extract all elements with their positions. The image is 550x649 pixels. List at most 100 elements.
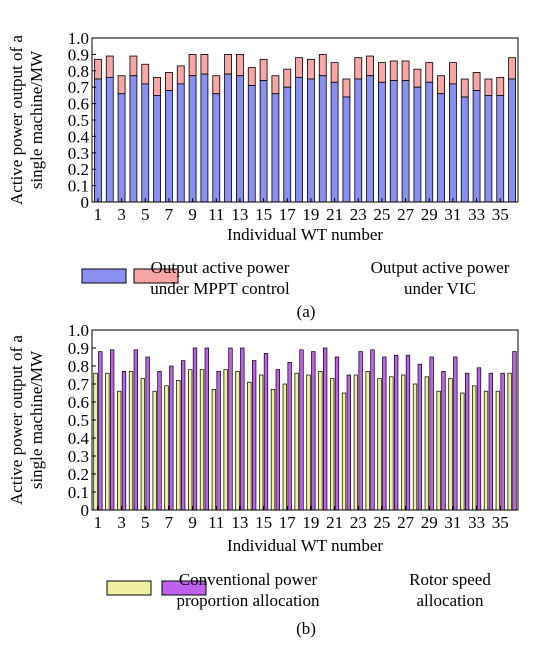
- bar-conventional-16: [270, 389, 276, 511]
- bar-vic-3: [117, 75, 126, 95]
- bar-rotor-5: [145, 356, 150, 511]
- bar-rotor-17: [287, 362, 292, 511]
- bar-conventional-34: [483, 390, 489, 511]
- bar-mppt-34: [484, 95, 493, 203]
- bar-mppt-3: [117, 93, 126, 203]
- x-tick-label: 35: [492, 205, 509, 224]
- legend-label-1-line2: under VIC: [404, 279, 476, 298]
- bar-vic-29: [425, 62, 434, 83]
- bar-rotor-18: [299, 349, 304, 511]
- bar-conventional-29: [424, 376, 429, 511]
- x-tick-label: 19: [302, 513, 319, 532]
- bar-mppt-4: [129, 75, 138, 203]
- bar-rotor-33: [476, 367, 482, 511]
- bar-rotor-20: [323, 347, 328, 511]
- bar-rotor-16: [275, 369, 280, 511]
- x-tick-label: 3: [117, 513, 126, 532]
- bar-conventional-23: [353, 374, 358, 511]
- bar-conventional-13: [235, 371, 240, 511]
- bar-mppt-8: [176, 83, 185, 203]
- bar-mppt-6: [153, 95, 161, 203]
- y-tick-label: 0: [81, 501, 90, 520]
- x-tick-label: 9: [188, 205, 197, 224]
- y-tick-label: 0.4: [68, 429, 90, 448]
- bar-vic-25: [378, 62, 386, 83]
- bar-vic-31: [449, 62, 457, 85]
- y-tick-label: 0.7: [68, 375, 90, 394]
- y-tick-label: 0.9: [68, 45, 89, 64]
- bar-vic-7: [165, 72, 173, 91]
- bar-conventional-33: [472, 385, 477, 511]
- x-tick-label: 15: [255, 205, 272, 224]
- x-tick-label: 17: [279, 205, 297, 224]
- bar-conventional-7: [164, 385, 169, 511]
- x-tick-label: 29: [421, 513, 438, 532]
- bar-vic-23: [354, 57, 363, 80]
- bar-vic-27: [401, 60, 410, 82]
- y-tick-label: 0.6: [68, 393, 89, 412]
- bar-rotor-6: [157, 371, 162, 511]
- bar-conventional-36: [507, 372, 512, 511]
- bar-rotor-8: [181, 360, 186, 511]
- bar-mppt-27: [401, 80, 410, 203]
- bar-vic-28: [413, 68, 422, 88]
- bar-mppt-25: [378, 81, 386, 203]
- bar-rotor-12: [228, 347, 233, 511]
- bar-mppt-7: [165, 90, 173, 203]
- bar-conventional-6: [152, 390, 157, 511]
- bar-vic-8: [176, 65, 185, 85]
- legend-label-0-line2: proportion allocation: [176, 591, 320, 610]
- bar-conventional-35: [495, 390, 500, 511]
- x-tick-label: 21: [326, 513, 343, 532]
- y-axis-title-line2: single machine/MW: [27, 50, 46, 189]
- x-tick-label: 11: [208, 513, 224, 532]
- bar-rotor-21: [334, 356, 340, 511]
- bar-conventional-21: [330, 378, 335, 511]
- bar-rotor-7: [169, 365, 174, 511]
- x-tick-label: 9: [188, 513, 197, 532]
- y-tick-label: 0.9: [68, 339, 89, 358]
- x-tick-label: 33: [468, 205, 485, 224]
- bar-conventional-4: [128, 371, 134, 511]
- bar-rotor-10: [204, 347, 209, 511]
- bar-mppt-33: [472, 90, 481, 203]
- legend-label-1-line2: allocation: [416, 591, 484, 610]
- bar-conventional-12: [223, 369, 228, 511]
- bar-mppt-11: [212, 93, 221, 203]
- bar-rotor-36: [512, 351, 517, 511]
- y-tick-label: 0.5: [68, 111, 89, 130]
- y-tick-label: 0.8: [68, 357, 89, 376]
- panel-1: [91, 329, 519, 596]
- bar-conventional-17: [282, 383, 287, 511]
- y-tick-label: 0.1: [68, 177, 89, 196]
- bar-mppt-24: [366, 75, 374, 203]
- bar-vic-34: [484, 78, 493, 96]
- bar-conventional-25: [377, 378, 382, 511]
- bar-mppt-10: [200, 73, 209, 203]
- bar-mppt-21: [330, 81, 339, 203]
- bar-conventional-11: [211, 389, 217, 511]
- bar-conventional-32: [460, 392, 465, 511]
- bar-rotor-24: [370, 349, 375, 511]
- legend-label-1-line1: Output active power: [371, 258, 510, 277]
- bar-rotor-26: [394, 354, 399, 511]
- y-axis-title-line2: single machine/MW: [27, 350, 46, 489]
- bar-mppt-23: [354, 78, 363, 203]
- x-tick-label: 15: [255, 513, 272, 532]
- bar-conventional-22: [341, 392, 347, 511]
- bar-mppt-17: [283, 86, 292, 203]
- bar-mppt-19: [307, 78, 315, 203]
- bar-rotor-14: [252, 360, 257, 511]
- bar-mppt-13: [236, 75, 244, 203]
- bar-mppt-28: [413, 86, 422, 203]
- bar-conventional-28: [412, 383, 418, 511]
- bar-conventional-15: [259, 374, 264, 511]
- bar-conventional-1: [93, 372, 98, 511]
- bar-rotor-27: [405, 354, 411, 511]
- legend-swatch-1: [133, 268, 179, 284]
- bar-mppt-35: [496, 95, 505, 203]
- y-axis-title-line1: Active power output of a: [7, 35, 26, 205]
- y-tick-label: 0.1: [68, 483, 89, 502]
- bar-mppt-29: [425, 81, 434, 203]
